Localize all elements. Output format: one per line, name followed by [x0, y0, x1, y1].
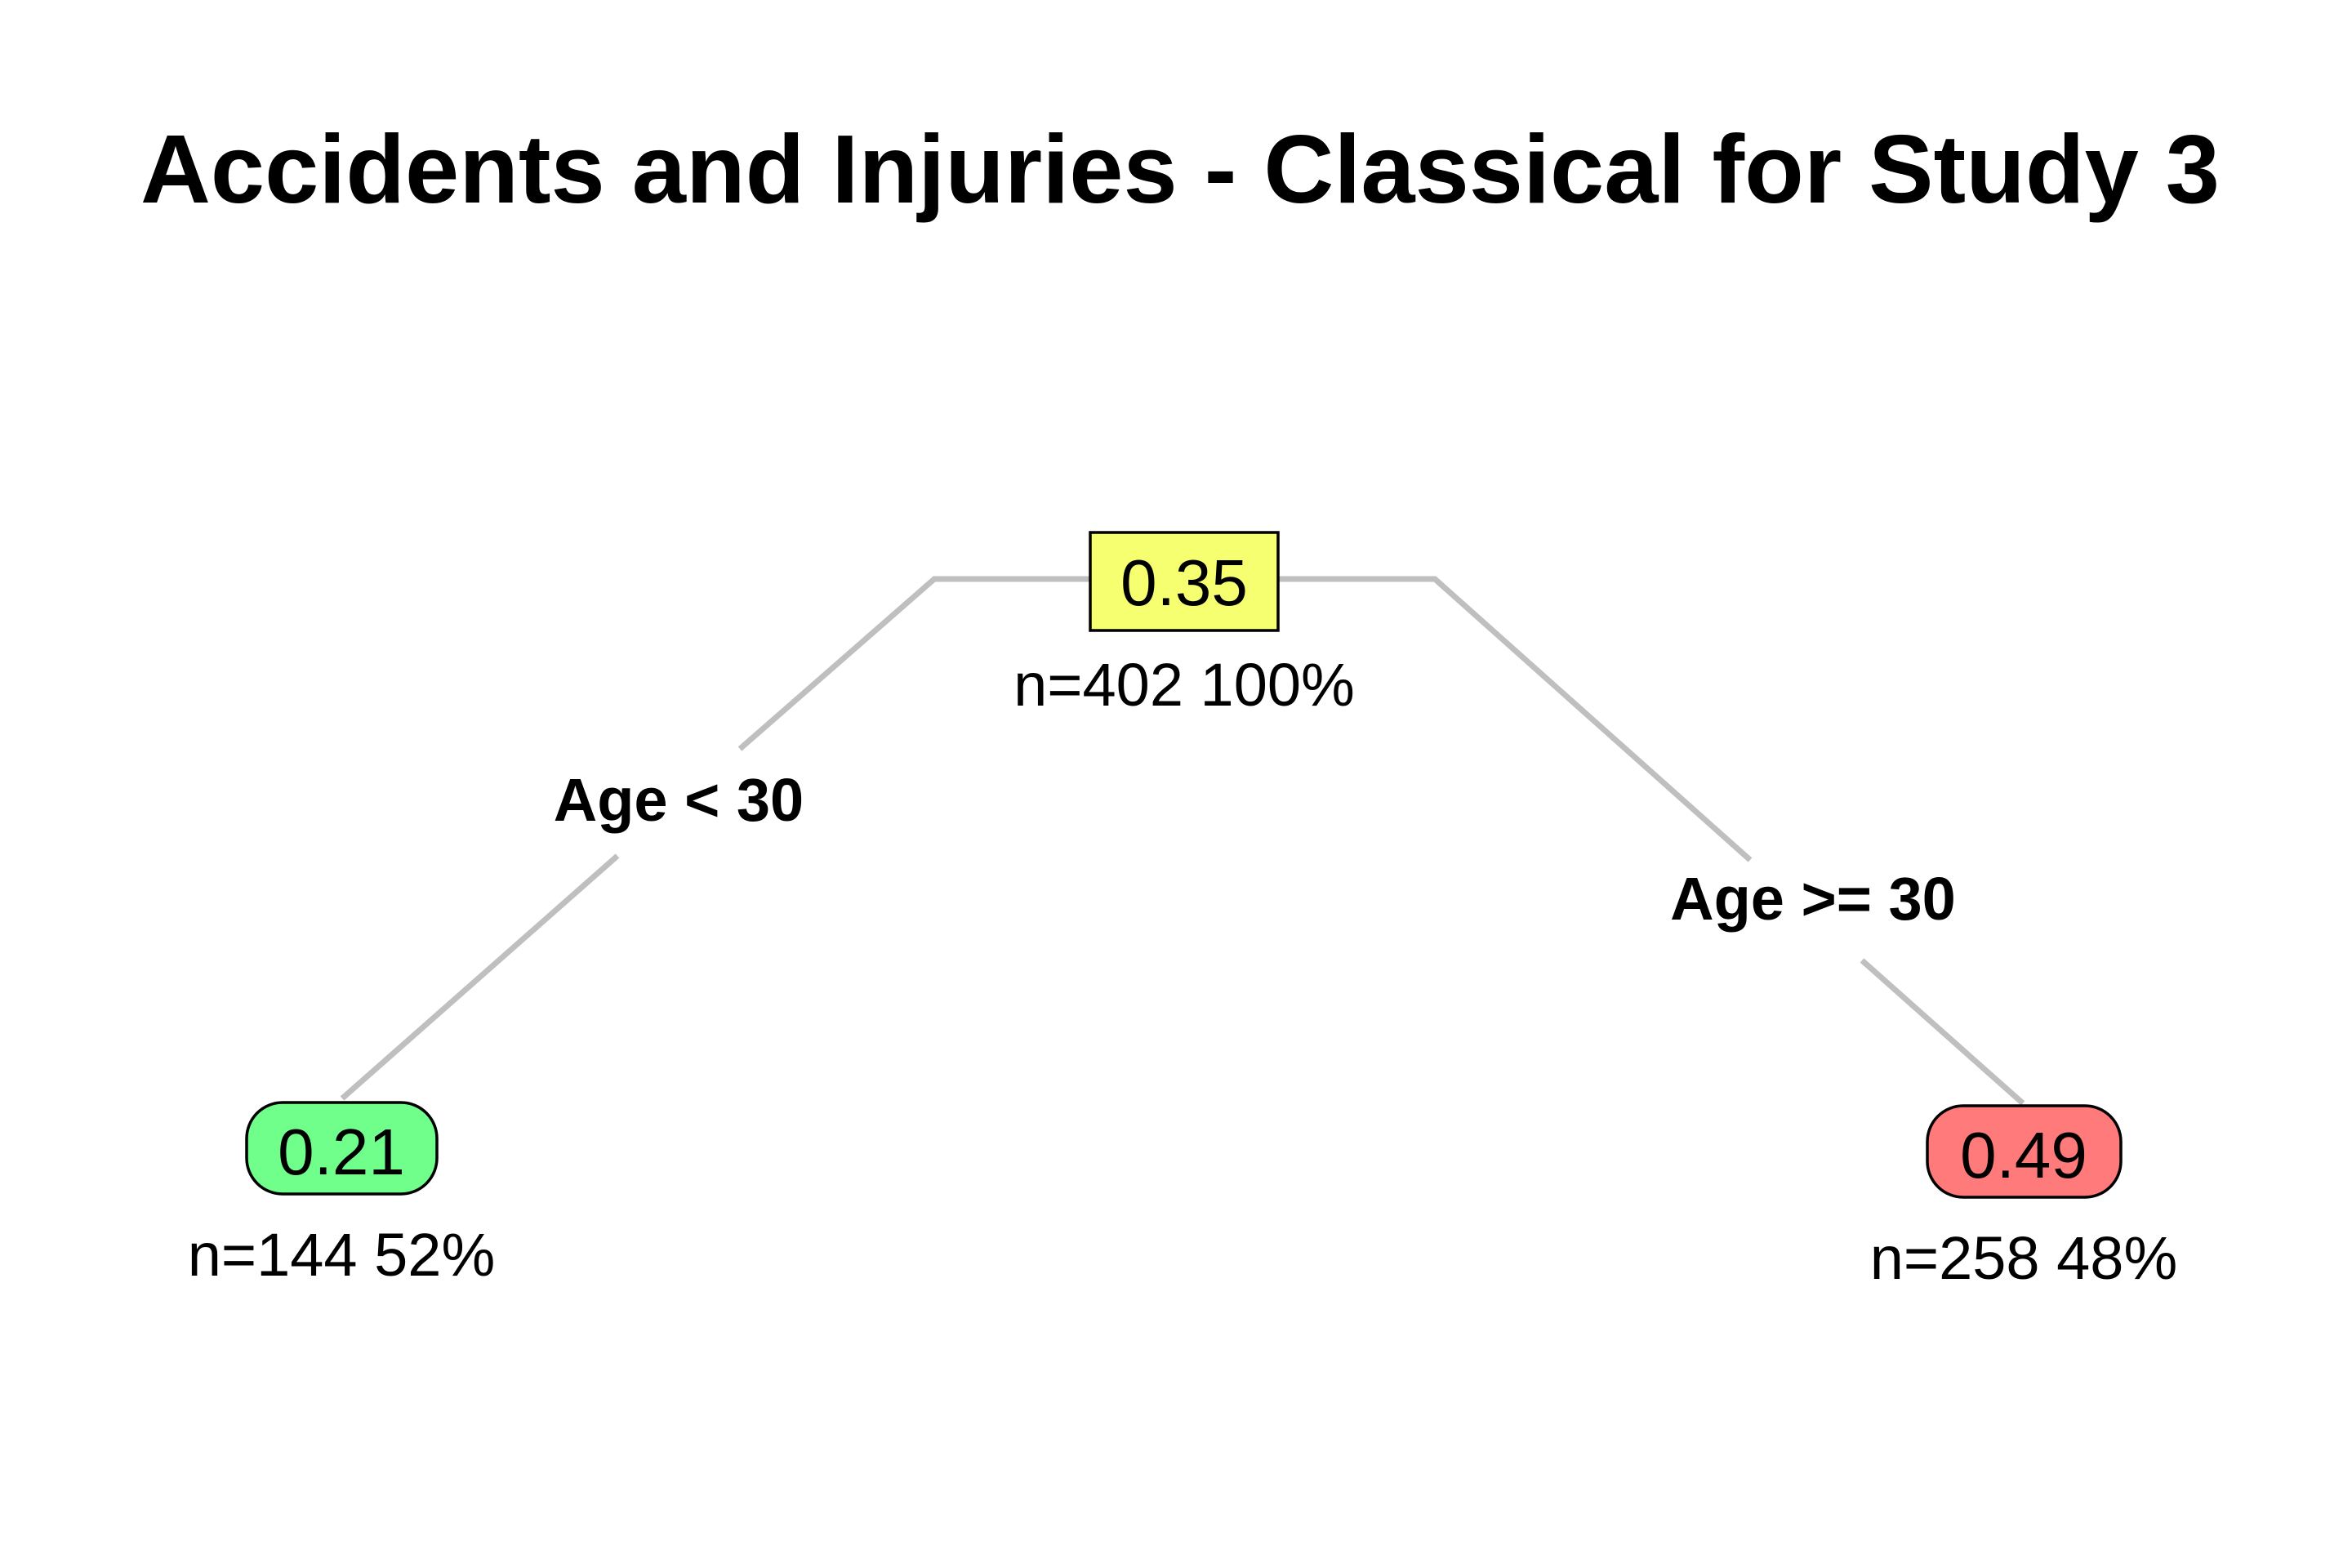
right-leaf-value: 0.49: [1960, 1119, 2087, 1192]
right-leaf-box: [1926, 1104, 2123, 1199]
root-node-box: [1089, 531, 1280, 632]
edge-right-lower: [1860, 958, 2025, 1106]
left-leaf-node: 0.21 n=144 52%: [188, 1101, 496, 1289]
edge-root-left: [737, 576, 1093, 751]
right-leaf-node: 0.49 n=258 48%: [1870, 1104, 2178, 1292]
split-label-right: Age >= 30: [1670, 865, 1956, 933]
left-leaf-value: 0.21: [278, 1116, 405, 1188]
split-label-left: Age < 30: [554, 766, 804, 834]
left-leaf-box: [245, 1101, 439, 1196]
edge-root-right: [1277, 576, 1753, 862]
root-node-stats: n=402 100%: [1013, 651, 1355, 719]
right-leaf-stats: n=258 48%: [1870, 1224, 2178, 1292]
edge-left-lower: [340, 853, 620, 1101]
diagram-title: Accidents and Injuries - Classical for S…: [140, 115, 2220, 224]
left-leaf-stats: n=144 52%: [188, 1221, 496, 1289]
root-node: 0.35 n=402 100%: [1013, 531, 1355, 719]
root-node-value: 0.35: [1120, 546, 1248, 619]
